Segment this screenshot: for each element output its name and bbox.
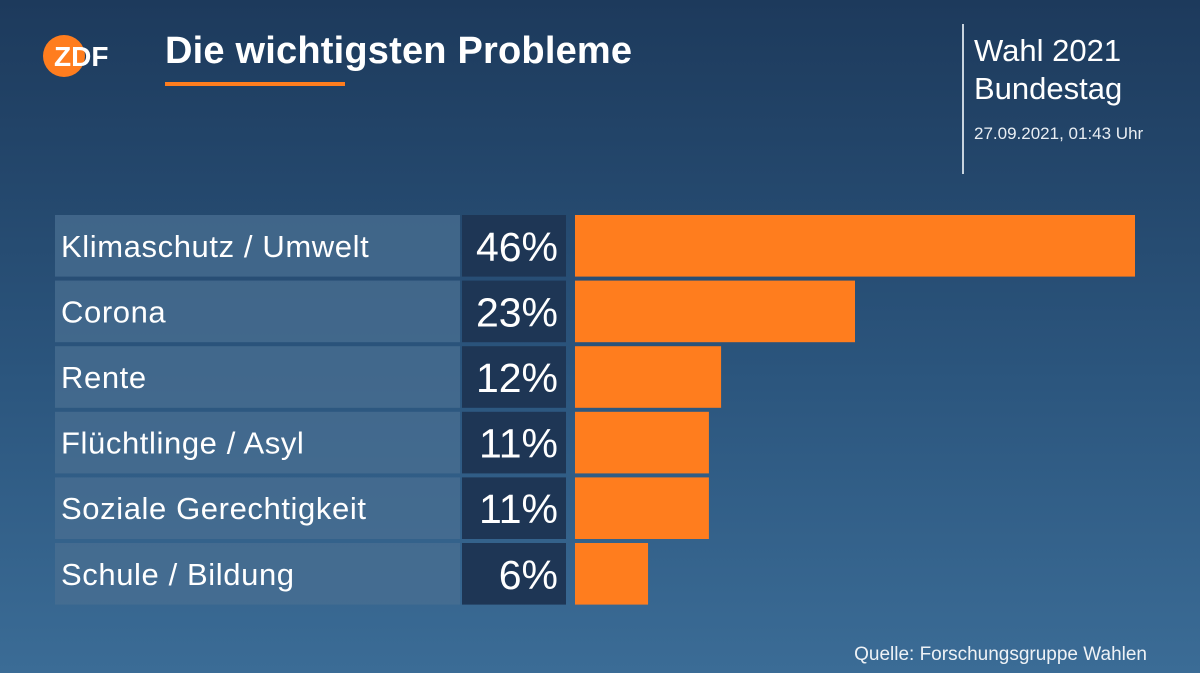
page-title: Die wichtigsten Probleme	[165, 30, 633, 72]
category-cell	[55, 411, 460, 474]
election-info: Wahl 2021 Bundestag	[974, 32, 1122, 108]
category-cell	[55, 543, 460, 605]
value-label: 12%	[476, 355, 558, 401]
category-cell	[55, 346, 460, 408]
category-label: Corona	[61, 294, 166, 329]
timestamp: 27.09.2021, 01:43 Uhr	[974, 124, 1144, 143]
category-label: Schule / Bildung	[61, 557, 295, 592]
bar	[575, 411, 709, 474]
value-label: 46%	[476, 224, 558, 270]
chart-row: Rente 12%	[55, 346, 722, 408]
value-label: 11%	[479, 486, 558, 532]
election-name: Wahl 2021	[974, 33, 1122, 68]
election-body: Bundestag	[974, 71, 1123, 106]
title-underline	[165, 82, 345, 86]
chart-row: Schule / Bildung 6%	[55, 543, 649, 605]
category-cell	[55, 215, 460, 277]
source-note: Quelle: Forschungsgruppe Wahlen	[854, 644, 1147, 665]
value-cell	[462, 215, 566, 277]
svg-text:ZDF: ZDF	[54, 41, 108, 72]
chart-row: Flüchtlinge / Asyl 11%	[55, 411, 709, 474]
chart-row: Klimaschutz / Umwelt 46%	[55, 215, 1135, 277]
value-cell	[462, 543, 566, 605]
value-label: 6%	[499, 552, 558, 598]
chart-row: Corona 23%	[55, 280, 855, 343]
category-label: Klimaschutz / Umwelt	[61, 229, 369, 264]
value-cell	[462, 411, 566, 474]
zdf-logo: ZDF	[42, 34, 122, 78]
chart-row: Soziale Gerechtigkeit 11%	[55, 477, 709, 539]
value-cell	[462, 346, 566, 408]
category-cell	[55, 280, 460, 343]
bar	[575, 346, 722, 408]
category-label: Flüchtlinge / Asyl	[61, 426, 304, 461]
value-label: 11%	[479, 421, 558, 467]
value-cell	[462, 280, 566, 343]
value-cell	[462, 477, 566, 539]
bar	[575, 280, 855, 343]
category-cell	[55, 477, 460, 539]
header-divider	[962, 24, 964, 174]
value-label: 23%	[476, 289, 558, 335]
category-label: Soziale Gerechtigkeit	[61, 491, 367, 526]
bar	[575, 543, 649, 605]
category-label: Rente	[61, 360, 147, 395]
bar	[575, 477, 709, 539]
bar	[575, 215, 1135, 277]
